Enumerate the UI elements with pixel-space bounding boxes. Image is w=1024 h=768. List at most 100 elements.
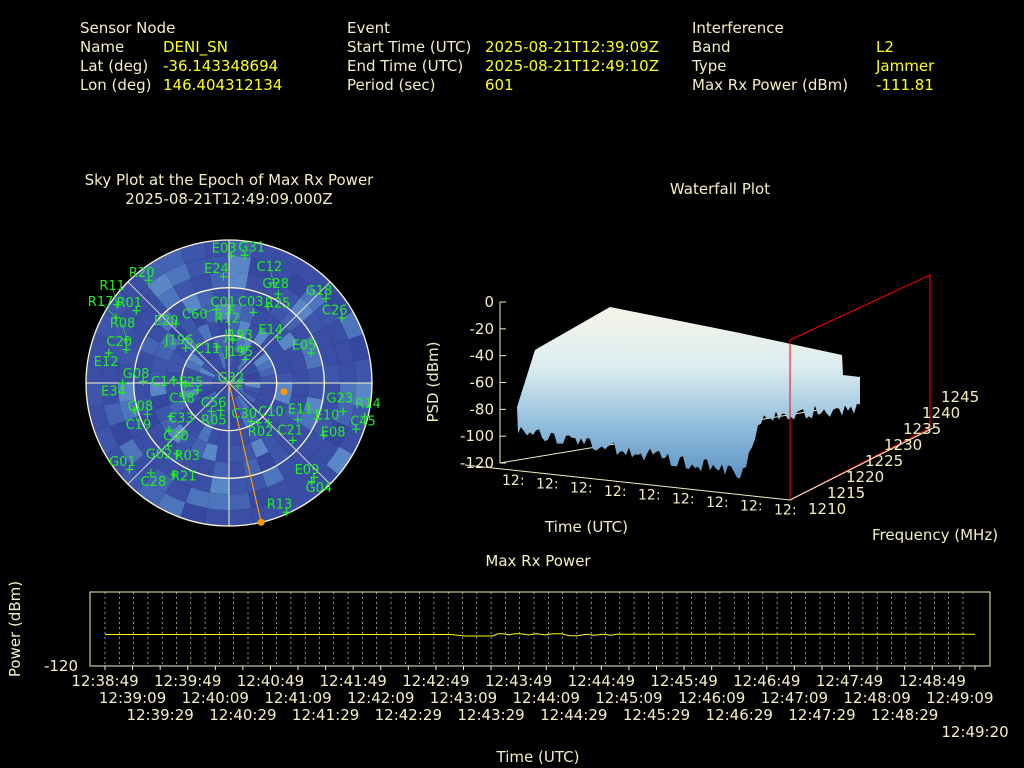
sky-heatmap-cell bbox=[223, 398, 229, 415]
satellite-marker-icon bbox=[226, 305, 235, 314]
sky-heatmap-cell bbox=[272, 248, 301, 273]
sky-heatmap-cell bbox=[197, 323, 213, 342]
sky-heatmap-cell bbox=[258, 388, 276, 400]
sky-heatmap-cell bbox=[229, 240, 254, 258]
sky-heatmap-cell bbox=[229, 372, 243, 383]
satellite-label: C26 bbox=[322, 303, 348, 318]
sky-heatmap-cell bbox=[139, 335, 161, 356]
sky-heatmap-cell bbox=[256, 451, 277, 473]
sky-heatmap-cell bbox=[198, 341, 214, 359]
sky-heatmap-cell bbox=[236, 395, 250, 411]
sky-heatmap-cell bbox=[117, 383, 136, 403]
sky-heatmap-cell bbox=[174, 406, 193, 424]
satellite-label: R14 bbox=[355, 397, 381, 412]
satellite-r03: R03 bbox=[173, 449, 200, 464]
satellite-marker-icon bbox=[173, 449, 182, 458]
sky-heatmap-cell bbox=[239, 410, 253, 428]
satellite-label: E14 bbox=[258, 323, 283, 338]
sky-heatmap-cell bbox=[245, 323, 261, 342]
satellite-label: C20 bbox=[106, 335, 132, 350]
sky-heatmap-cell bbox=[291, 369, 309, 383]
sky-heatmap-cell bbox=[270, 351, 289, 367]
lon-label: Lon (deg) bbox=[80, 76, 152, 94]
sky-heatmap-cell bbox=[244, 341, 260, 359]
sky-heatmap-cell bbox=[244, 377, 261, 383]
satellite-marker-icon bbox=[112, 313, 121, 322]
sky-heatmap-cell bbox=[303, 350, 323, 370]
type-label: Type bbox=[692, 57, 727, 75]
satellite-label: E09 bbox=[295, 463, 320, 478]
x-tick-label: 12:41:29 bbox=[292, 706, 359, 724]
sky-heatmap-cell bbox=[226, 383, 229, 399]
satellite-marker-icon bbox=[143, 410, 152, 419]
satellite-marker-icon bbox=[122, 345, 131, 354]
sky-heatmap-cell bbox=[221, 383, 229, 398]
x-tick-label: 12:49:09 bbox=[926, 689, 993, 707]
sky-heatmap-cell bbox=[218, 319, 229, 337]
time-tick-label: 12: bbox=[502, 473, 525, 489]
lat-label: Lat (deg) bbox=[80, 57, 149, 75]
sky-heatmap-cell bbox=[185, 487, 210, 509]
sky-heatmap-cell bbox=[256, 293, 277, 315]
satellite-marker-icon bbox=[118, 379, 127, 387]
satellite-label: C12 bbox=[257, 260, 283, 275]
satellite-leader-line bbox=[181, 383, 187, 400]
sky-heatmap-cell bbox=[209, 476, 229, 495]
x-tick-label: 12:42:49 bbox=[402, 672, 469, 690]
sky-heatmap-cell bbox=[137, 259, 166, 286]
sky-heatmap-cell bbox=[229, 319, 240, 337]
satellite-label: R08 bbox=[110, 317, 136, 332]
sky-heatmap-cell bbox=[94, 311, 119, 340]
sky-heatmap-cell bbox=[86, 383, 104, 408]
x-tick-label: 12:48:29 bbox=[871, 706, 938, 724]
sky-heatmap-cell bbox=[318, 345, 339, 367]
sky-heatmap-cell bbox=[229, 287, 246, 305]
satellite-e34: E34 bbox=[101, 379, 127, 400]
satellite-label: E05 bbox=[292, 339, 317, 354]
sky-heatmap-cell bbox=[147, 468, 174, 494]
frequency-tick-label: 1210 bbox=[808, 500, 846, 518]
satellite-label: C28 bbox=[141, 475, 167, 490]
satellite-j195: J195 bbox=[224, 345, 253, 364]
sky-heatmap-cell bbox=[244, 383, 261, 389]
sky-heatmap-cell bbox=[117, 363, 136, 383]
x-tick-label: 12:47:09 bbox=[761, 689, 828, 707]
satellite-marker-icon bbox=[241, 355, 250, 364]
satellite-e11: E11 bbox=[288, 402, 313, 424]
sky-heatmap-cell bbox=[133, 366, 151, 383]
sky-heatmap-cell bbox=[229, 368, 237, 383]
sky-heatmap-cell bbox=[242, 289, 262, 309]
sky-heatmap-cell bbox=[197, 383, 214, 389]
satellite-marker-icon bbox=[213, 342, 222, 351]
x-tick-label: 12:38:49 bbox=[71, 672, 138, 690]
satellite-leader-line bbox=[122, 324, 127, 340]
satellite-marker-icon bbox=[360, 412, 369, 421]
satellite-marker-icon bbox=[293, 415, 302, 424]
satellite-label: C33 bbox=[168, 412, 194, 427]
sky-heatmap-cell bbox=[191, 472, 213, 493]
sky-heatmap-cell bbox=[187, 352, 205, 368]
sky-heatmap-cell bbox=[260, 314, 281, 335]
time-tick-label: 12: bbox=[570, 480, 593, 496]
sky-heatmap-cell bbox=[231, 351, 240, 369]
sky-heatmap-cell bbox=[135, 396, 155, 416]
sky-heatmap-cell bbox=[284, 343, 304, 362]
sky-heatmap-cell bbox=[277, 331, 298, 352]
time-tick-label: 12: bbox=[604, 484, 627, 500]
sky-heatmap-cell bbox=[204, 508, 229, 526]
sensor-heading: Sensor Node bbox=[80, 19, 176, 37]
sky-heatmap-cell bbox=[150, 394, 170, 411]
satellite-marker-icon bbox=[146, 468, 155, 477]
x-tick-label: 12:42:09 bbox=[347, 689, 414, 707]
sky-heatmap-cell bbox=[256, 393, 274, 407]
satellite-label: E20 bbox=[154, 314, 179, 329]
satellite-label: G18 bbox=[306, 284, 333, 299]
sky-heatmap-cell bbox=[229, 383, 245, 386]
satellite-label: E12 bbox=[94, 355, 119, 370]
satellite-label: E24 bbox=[204, 262, 229, 277]
sky-heatmap-cell bbox=[105, 446, 132, 475]
sky-heatmap-cell bbox=[149, 383, 167, 397]
sky-heatmap-cell bbox=[103, 402, 125, 427]
time-axis-line bbox=[464, 464, 791, 501]
